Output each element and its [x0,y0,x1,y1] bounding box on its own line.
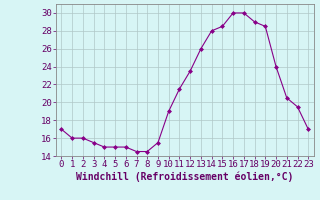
X-axis label: Windchill (Refroidissement éolien,°C): Windchill (Refroidissement éolien,°C) [76,172,293,182]
